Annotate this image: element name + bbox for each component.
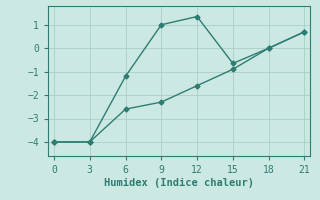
X-axis label: Humidex (Indice chaleur): Humidex (Indice chaleur) [104, 178, 254, 188]
